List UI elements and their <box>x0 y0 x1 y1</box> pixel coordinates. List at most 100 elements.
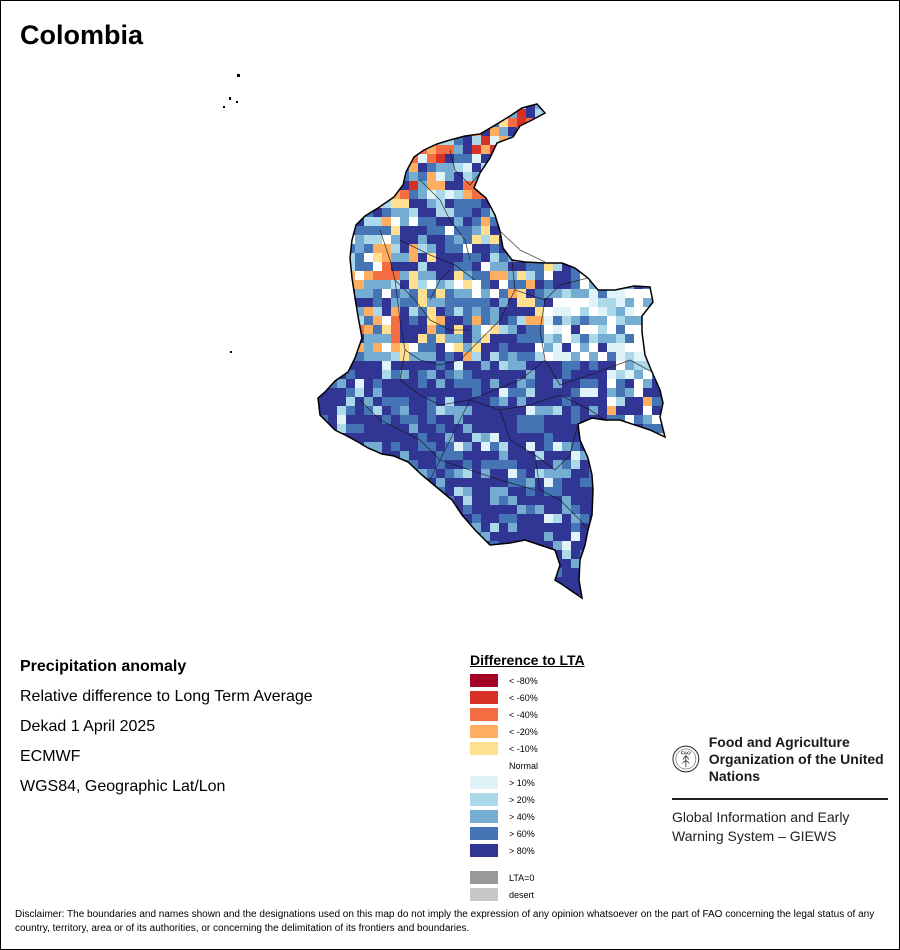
raster-cell <box>580 172 589 181</box>
raster-cell <box>400 514 409 523</box>
raster-cell <box>454 469 463 478</box>
raster-cell <box>499 127 508 136</box>
raster-cell <box>436 199 445 208</box>
raster-cell <box>562 289 571 298</box>
raster-cell <box>427 577 436 586</box>
raster-cell <box>607 208 616 217</box>
raster-cell <box>607 442 616 451</box>
raster-cell <box>544 604 553 613</box>
raster-cell <box>598 199 607 208</box>
raster-cell <box>580 325 589 334</box>
raster-cell <box>328 316 337 325</box>
legend-label: > 80% <box>509 845 535 856</box>
raster-cell <box>625 469 634 478</box>
raster-cell <box>562 271 571 280</box>
raster-cell <box>436 568 445 577</box>
raster-cell <box>364 532 373 541</box>
raster-cell <box>643 104 652 109</box>
raster-cell <box>400 217 409 226</box>
raster-cell <box>553 379 562 388</box>
raster-cell <box>382 280 391 289</box>
raster-cell <box>490 433 499 442</box>
raster-cell <box>328 559 337 568</box>
raster-cell <box>391 226 400 235</box>
raster-cell <box>472 208 481 217</box>
raster-cell <box>318 361 319 370</box>
raster-cell <box>454 523 463 532</box>
raster-cell <box>382 379 391 388</box>
raster-cell <box>643 361 652 370</box>
legend-swatch <box>470 793 498 806</box>
raster-cell <box>472 244 481 253</box>
raster-cell <box>607 388 616 397</box>
raster-cell <box>427 226 436 235</box>
raster-cell <box>571 118 580 127</box>
raster-cell <box>661 469 665 478</box>
raster-cell <box>472 424 481 433</box>
raster-cell <box>652 244 661 253</box>
raster-cell <box>481 118 490 127</box>
raster-cell <box>463 397 472 406</box>
raster-cell <box>517 118 526 127</box>
raster-cell <box>427 541 436 550</box>
measure-description: Relative difference to Long Term Average <box>20 688 313 705</box>
raster-cell <box>607 298 616 307</box>
raster-cell <box>634 550 643 559</box>
raster-cell <box>634 280 643 289</box>
raster-cell <box>427 253 436 262</box>
raster-cell <box>382 145 391 154</box>
raster-cell <box>553 460 562 469</box>
raster-cell <box>418 307 427 316</box>
raster-cell <box>571 199 580 208</box>
raster-cell <box>427 118 436 127</box>
raster-cell <box>553 505 562 514</box>
raster-cell <box>355 244 364 253</box>
raster-cell <box>436 523 445 532</box>
raster-cell <box>517 235 526 244</box>
raster-cell <box>553 316 562 325</box>
raster-cell <box>454 298 463 307</box>
raster-cell <box>499 104 508 109</box>
raster-cell <box>418 262 427 271</box>
raster-cell <box>454 604 463 613</box>
raster-cell <box>616 104 625 109</box>
raster-cell <box>391 415 400 424</box>
raster-cell <box>661 172 665 181</box>
raster-cell <box>517 505 526 514</box>
raster-cell <box>373 604 382 613</box>
raster-cell <box>400 388 409 397</box>
raster-cell <box>517 334 526 343</box>
raster-cell <box>337 379 346 388</box>
raster-cell <box>553 172 562 181</box>
raster-cell <box>427 136 436 145</box>
raster-cell <box>409 532 418 541</box>
raster-cell <box>318 280 319 289</box>
raster-cell <box>382 104 391 109</box>
raster-cell <box>436 226 445 235</box>
raster-cell <box>571 487 580 496</box>
raster-cell <box>589 370 598 379</box>
raster-cell <box>319 271 328 280</box>
raster-cell <box>346 532 355 541</box>
raster-cell <box>318 253 319 262</box>
map-title: Colombia <box>20 20 144 50</box>
legend-swatch <box>470 691 498 704</box>
raster-cell <box>499 154 508 163</box>
raster-cell <box>580 523 589 532</box>
raster-cell <box>634 289 643 298</box>
raster-cell <box>598 604 607 613</box>
raster-cell <box>400 595 409 598</box>
legend-label: < -20% <box>509 726 538 737</box>
raster-cell <box>571 442 580 451</box>
raster-cell <box>490 271 499 280</box>
raster-cell <box>634 325 643 334</box>
raster-cell <box>643 514 652 523</box>
raster-cell <box>454 118 463 127</box>
raster-cell <box>337 262 346 271</box>
raster-cell <box>544 190 553 199</box>
raster-cell <box>508 469 517 478</box>
raster-cell <box>400 451 409 460</box>
raster-cell <box>400 262 409 271</box>
raster-cell <box>553 271 562 280</box>
raster-cell <box>355 478 364 487</box>
